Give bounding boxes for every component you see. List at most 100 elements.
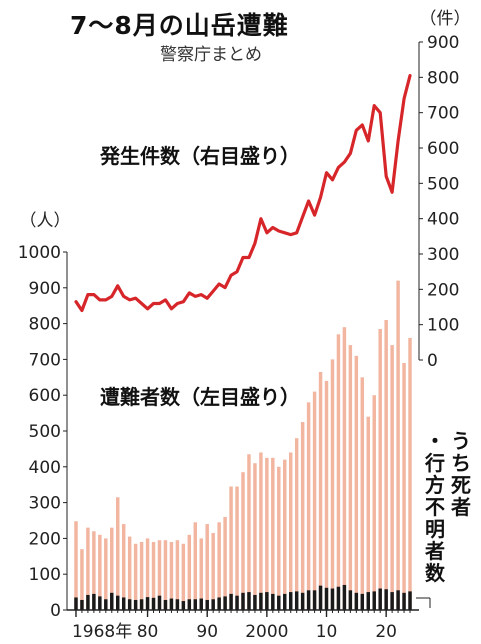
left-axis-tick-label: 200 <box>29 529 61 549</box>
deaths-bar <box>217 597 221 610</box>
deaths-series-label-char: 行 <box>424 451 445 475</box>
left-axis-tick-label: 100 <box>29 565 61 585</box>
deaths-bar <box>181 601 186 610</box>
x-axis: 1968年 80 90 2000 10 20 <box>67 609 419 642</box>
deaths-bar <box>342 584 347 610</box>
deaths-bar <box>366 592 370 610</box>
victims-bar <box>283 459 287 610</box>
victims-bar <box>277 466 281 610</box>
left-axis-tick-label: 500 <box>29 422 61 442</box>
victims-bars <box>74 280 412 610</box>
victims-bar <box>74 521 78 610</box>
victims-bar <box>348 345 353 610</box>
deaths-series-label-char: ち <box>451 451 471 475</box>
victims-bar <box>110 527 114 610</box>
x-axis-tick-label: 20 <box>375 622 397 642</box>
left-axis-unit: （人） <box>20 211 71 231</box>
victims-bar <box>354 355 359 610</box>
deaths-series-label-char: 死 <box>451 473 471 497</box>
victims-bar <box>116 497 120 610</box>
deaths-bar <box>205 599 209 610</box>
right-axis-tick-label: 400 <box>427 210 459 230</box>
victims-bar <box>133 543 138 610</box>
deaths-bar <box>288 592 293 610</box>
left-axis-tick-label: 1000 <box>18 243 61 263</box>
deaths-bar <box>211 599 215 610</box>
victims-bar <box>121 524 126 610</box>
victims-bar <box>259 452 263 610</box>
victims-bar <box>223 516 227 610</box>
victims-bar <box>288 452 293 610</box>
deaths-bar <box>265 592 269 610</box>
incidents-line <box>74 73 412 313</box>
right-axis-tick-label: 900 <box>427 33 459 53</box>
right-axis: 0 100 200 300 400 500 600 700 800 900 （件） <box>418 9 471 371</box>
deaths-bar <box>408 591 412 610</box>
deaths-bar <box>324 587 329 610</box>
deaths-bar <box>74 597 78 610</box>
deaths-bar <box>306 590 311 610</box>
victims-bar <box>205 524 209 610</box>
victims-bar <box>181 543 186 610</box>
victims-bar <box>86 527 90 610</box>
deaths-bars <box>74 584 412 610</box>
victims-bar <box>211 533 215 610</box>
deaths-bar <box>384 589 388 610</box>
right-axis-unit: （件） <box>420 9 471 29</box>
victims-bar <box>366 416 370 610</box>
deaths-bar <box>92 593 96 610</box>
deaths-series-label-char: 数 <box>425 561 446 585</box>
deaths-bar <box>300 592 305 610</box>
victims-bar <box>265 457 269 610</box>
incidents-line-layer <box>74 73 412 313</box>
deaths-bar <box>360 593 365 610</box>
victims-series-label: 遭難者数（左目盛り） <box>100 385 300 409</box>
victims-bar <box>300 422 305 610</box>
victims-bar <box>330 359 335 610</box>
deaths-bar <box>80 599 84 610</box>
right-axis-tick-label: 500 <box>427 174 459 194</box>
deaths-bar <box>396 590 400 610</box>
deaths-bar <box>378 588 382 610</box>
deaths-bar <box>259 592 263 610</box>
deaths-bar <box>175 599 180 610</box>
deaths-bar <box>271 593 275 610</box>
deaths-bar <box>193 599 198 610</box>
victims-bar <box>229 486 233 610</box>
deaths-bar <box>86 594 90 610</box>
victims-bar <box>312 391 317 610</box>
deaths-series-label-char: ・ <box>425 429 445 453</box>
deaths-bar <box>390 592 394 610</box>
deaths-bar <box>223 596 227 610</box>
deaths-bar <box>157 595 162 610</box>
deaths-bar <box>98 596 102 610</box>
victims-bar <box>80 549 84 610</box>
deaths-bar <box>354 592 359 610</box>
deaths-bar <box>241 592 245 610</box>
victims-bar <box>241 472 245 610</box>
deaths-bar <box>235 595 239 610</box>
victims-bar <box>306 402 311 610</box>
deaths-series-label-char: 者 <box>424 539 445 563</box>
chart-title: 7〜8月の山岳遭難 <box>70 11 289 40</box>
deaths-bar <box>116 595 120 610</box>
deaths-bar <box>402 592 406 610</box>
right-axis-tick-label: 100 <box>427 316 459 336</box>
deaths-bar <box>199 598 203 610</box>
deaths-bar <box>372 591 376 610</box>
victims-bar <box>372 395 376 610</box>
victims-bar <box>235 486 239 610</box>
x-axis-tick-label: 80 <box>137 622 159 642</box>
victims-bar <box>175 540 180 610</box>
deaths-bar <box>169 598 174 610</box>
victims-bar <box>163 540 168 610</box>
victims-bar <box>127 536 132 610</box>
right-axis-tick-label: 300 <box>427 245 459 265</box>
victims-bar <box>247 454 251 610</box>
deaths-series-label-char: 者 <box>450 495 471 519</box>
chart-source: 警察庁まとめ <box>160 45 262 65</box>
deaths-bar <box>330 588 335 610</box>
victims-bar <box>217 522 221 610</box>
victims-bar <box>402 362 406 610</box>
